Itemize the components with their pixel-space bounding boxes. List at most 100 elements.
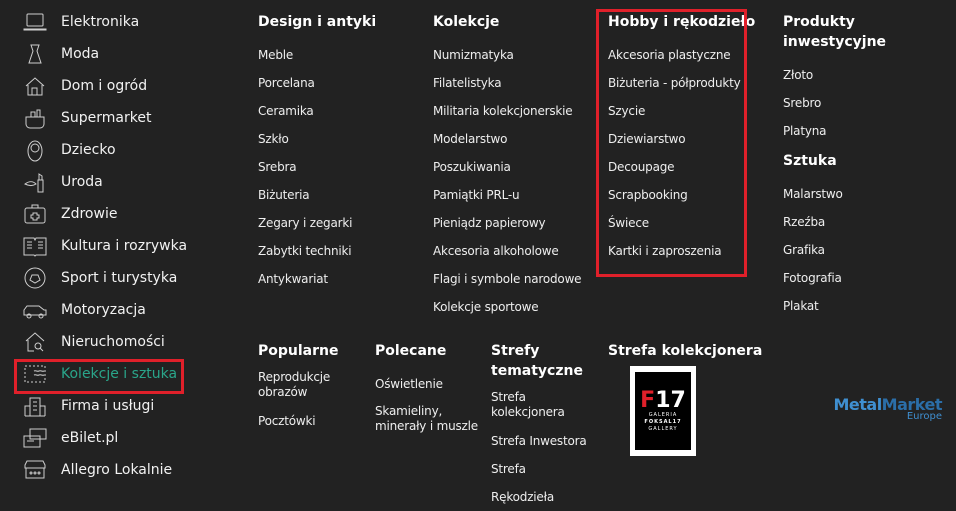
column-heading[interactable]: Strefy tematyczne — [491, 343, 583, 379]
sidebar-item-label: Firma i usługi — [61, 398, 155, 414]
category-link[interactable]: Platyna — [783, 124, 827, 138]
category-link[interactable]: Modelarstwo — [433, 132, 508, 146]
category-link[interactable]: Srebro — [783, 96, 822, 110]
column-heading[interactable]: Produkty inwestycyjne — [783, 14, 887, 50]
category-link[interactable]: Poszukiwania — [433, 160, 511, 174]
sidebar-item-dziecko[interactable]: Dziecko — [0, 134, 240, 166]
ball-icon — [22, 266, 48, 290]
sidebar-item-dom-i-ogród[interactable]: Dom i ogród — [0, 70, 240, 102]
category-link[interactable]: Fotografia — [783, 271, 842, 285]
sidebar-item-motoryzacja[interactable]: Motoryzacja — [0, 294, 240, 326]
column-polecane: Polecane Oświetlenie Skamieliny, minerały … — [375, 341, 480, 441]
category-link[interactable]: Numizmatyka — [433, 48, 514, 62]
category-link[interactable]: Srebra — [258, 160, 297, 174]
category-link[interactable]: Zabytki techniki — [258, 244, 352, 258]
logo-text: GALERIA — [648, 411, 678, 418]
sidebar-item-supermarket[interactable]: Supermarket — [0, 102, 240, 134]
category-link[interactable]: Grafika — [783, 243, 825, 257]
logo-text: GALLERY — [648, 425, 678, 432]
category-link[interactable]: Flagi i symbole narodowe — [433, 272, 582, 286]
sidebar-item-label: Kultura i rozrywka — [61, 238, 188, 254]
column-produkty-inwestycyjne: Produkty inwestycyjne Złoto Srebro Platyna … — [783, 12, 903, 320]
logo-text: Metal — [833, 395, 882, 414]
category-link[interactable]: Kartki i zaproszenia — [608, 244, 722, 258]
baby-icon — [22, 138, 48, 162]
lipstick-icon — [22, 170, 48, 194]
sidebar-item-label: Supermarket — [61, 110, 152, 126]
category-link[interactable]: Szycie — [608, 104, 646, 118]
category-link[interactable]: Malarstwo — [783, 187, 843, 201]
car-icon — [22, 298, 48, 322]
category-link[interactable]: Oświetlenie — [375, 377, 443, 391]
column-heading[interactable]: Hobby i rękodzieło — [608, 14, 756, 30]
sidebar-item-elektronika[interactable]: Elektronika — [0, 6, 240, 38]
category-link[interactable]: Kolekcje sportowe — [433, 300, 539, 314]
category-link[interactable]: Biżuteria — [258, 188, 310, 202]
category-link[interactable]: Filatelistyka — [433, 76, 502, 90]
shop-icon — [22, 458, 48, 482]
sidebar-item-label: Dom i ogród — [61, 78, 148, 94]
category-link[interactable]: Strefa Inwestora — [491, 434, 587, 448]
category-link[interactable]: Skamieliny, minerały i muszle — [375, 404, 478, 433]
category-link[interactable]: Militaria kolekcjonerskie — [433, 104, 573, 118]
ticket-icon — [22, 426, 48, 450]
sidebar-item-uroda[interactable]: Uroda — [0, 166, 240, 198]
column-heading-sztuka[interactable]: Sztuka — [783, 153, 837, 169]
category-link[interactable]: Porcelana — [258, 76, 315, 90]
sidebar-item-ebilet-pl[interactable]: eBilet.pl — [0, 422, 240, 454]
category-link[interactable]: Pieniądz papierowy — [433, 216, 546, 230]
category-link[interactable]: Antykwariat — [258, 272, 328, 286]
basket-icon — [22, 106, 48, 130]
category-link[interactable]: Plakat — [783, 299, 819, 313]
category-link[interactable]: Złoto — [783, 68, 814, 82]
book-icon — [22, 234, 48, 258]
category-link[interactable]: Strefa Rękodzieła — [491, 462, 554, 504]
sidebar-item-label: Zdrowie — [61, 206, 118, 222]
sidebar-item-sport-i-turystyka[interactable]: Sport i turystyka — [0, 262, 240, 294]
sidebar-item-firma-i-usługi[interactable]: Firma i usługi — [0, 390, 240, 422]
category-link[interactable]: Scrapbooking — [608, 188, 688, 202]
column-heading[interactable]: Strefa kolekcjonera — [608, 343, 763, 359]
sidebar-item-allegro-lokalnie[interactable]: Allegro Lokalnie — [0, 454, 240, 486]
house-search-icon — [22, 330, 48, 354]
category-link[interactable]: Dziewiarstwo — [608, 132, 686, 146]
category-link[interactable]: Szkło — [258, 132, 289, 146]
category-link[interactable]: Pocztówki — [258, 414, 316, 428]
category-link[interactable]: Akcesoria alkoholowe — [433, 244, 559, 258]
category-link[interactable]: Rzeźba — [783, 215, 826, 229]
category-link[interactable]: Pamiątki PRL-u — [433, 188, 520, 202]
sidebar-item-label: Sport i turystyka — [61, 270, 178, 286]
sidebar-item-moda[interactable]: Moda — [0, 38, 240, 70]
column-kolekcje: Kolekcje Numizmatyka Filatelistyka Militari… — [433, 12, 603, 321]
sidebar-item-label: Motoryzacja — [61, 302, 146, 318]
category-link[interactable]: Meble — [258, 48, 294, 62]
category-link[interactable]: Ceramika — [258, 104, 314, 118]
category-link[interactable]: Akcesoria plastyczne — [608, 48, 731, 62]
column-heading[interactable]: Kolekcje — [433, 14, 500, 30]
sidebar-item-kolekcje-i-sztuka[interactable]: Kolekcje i sztuka — [0, 358, 240, 394]
column-heading[interactable]: Design i antyki — [258, 14, 377, 30]
category-link[interactable]: Biżuteria - półprodukty — [608, 76, 741, 90]
category-link[interactable]: Strefa kolekcjonera — [491, 390, 565, 419]
sidebar-item-kultura-i-rozrywka[interactable]: Kultura i rozrywka — [0, 230, 240, 262]
galeria-foksal17-logo[interactable]: F17 GALERIA FOKSAL17 GALLERY — [630, 366, 696, 456]
column-heading[interactable]: Popularne — [258, 343, 339, 359]
metal-market-logo[interactable]: MetalMarket Europe — [830, 395, 942, 422]
laptop-icon — [22, 10, 48, 34]
column-popularne: Popularne Reprodukcje obrazów Pocztówki — [258, 341, 358, 435]
sidebar-item-nieruchomości[interactable]: Nieruchomości — [0, 326, 240, 358]
sidebar-item-label: Nieruchomości — [61, 334, 165, 350]
logo-text: FOKSAL17 — [644, 418, 682, 425]
category-link[interactable]: Świece — [608, 216, 649, 230]
sidebar-item-label: Moda — [61, 46, 100, 62]
sidebar-item-label: Dziecko — [61, 142, 116, 158]
column-heading[interactable]: Polecane — [375, 343, 447, 359]
category-link[interactable]: Decoupage — [608, 160, 675, 174]
dress-icon — [22, 42, 48, 66]
sidebar-item-label: Uroda — [61, 174, 103, 190]
sidebar-item-label: eBilet.pl — [61, 430, 119, 446]
category-link[interactable]: Zegary i zegarki — [258, 216, 353, 230]
column-strefy-tematyczne: Strefy tematyczne Strefa kolekcjonera Stre… — [491, 341, 591, 511]
sidebar-item-zdrowie[interactable]: Zdrowie — [0, 198, 240, 230]
category-link[interactable]: Reprodukcje obrazów — [258, 370, 331, 399]
